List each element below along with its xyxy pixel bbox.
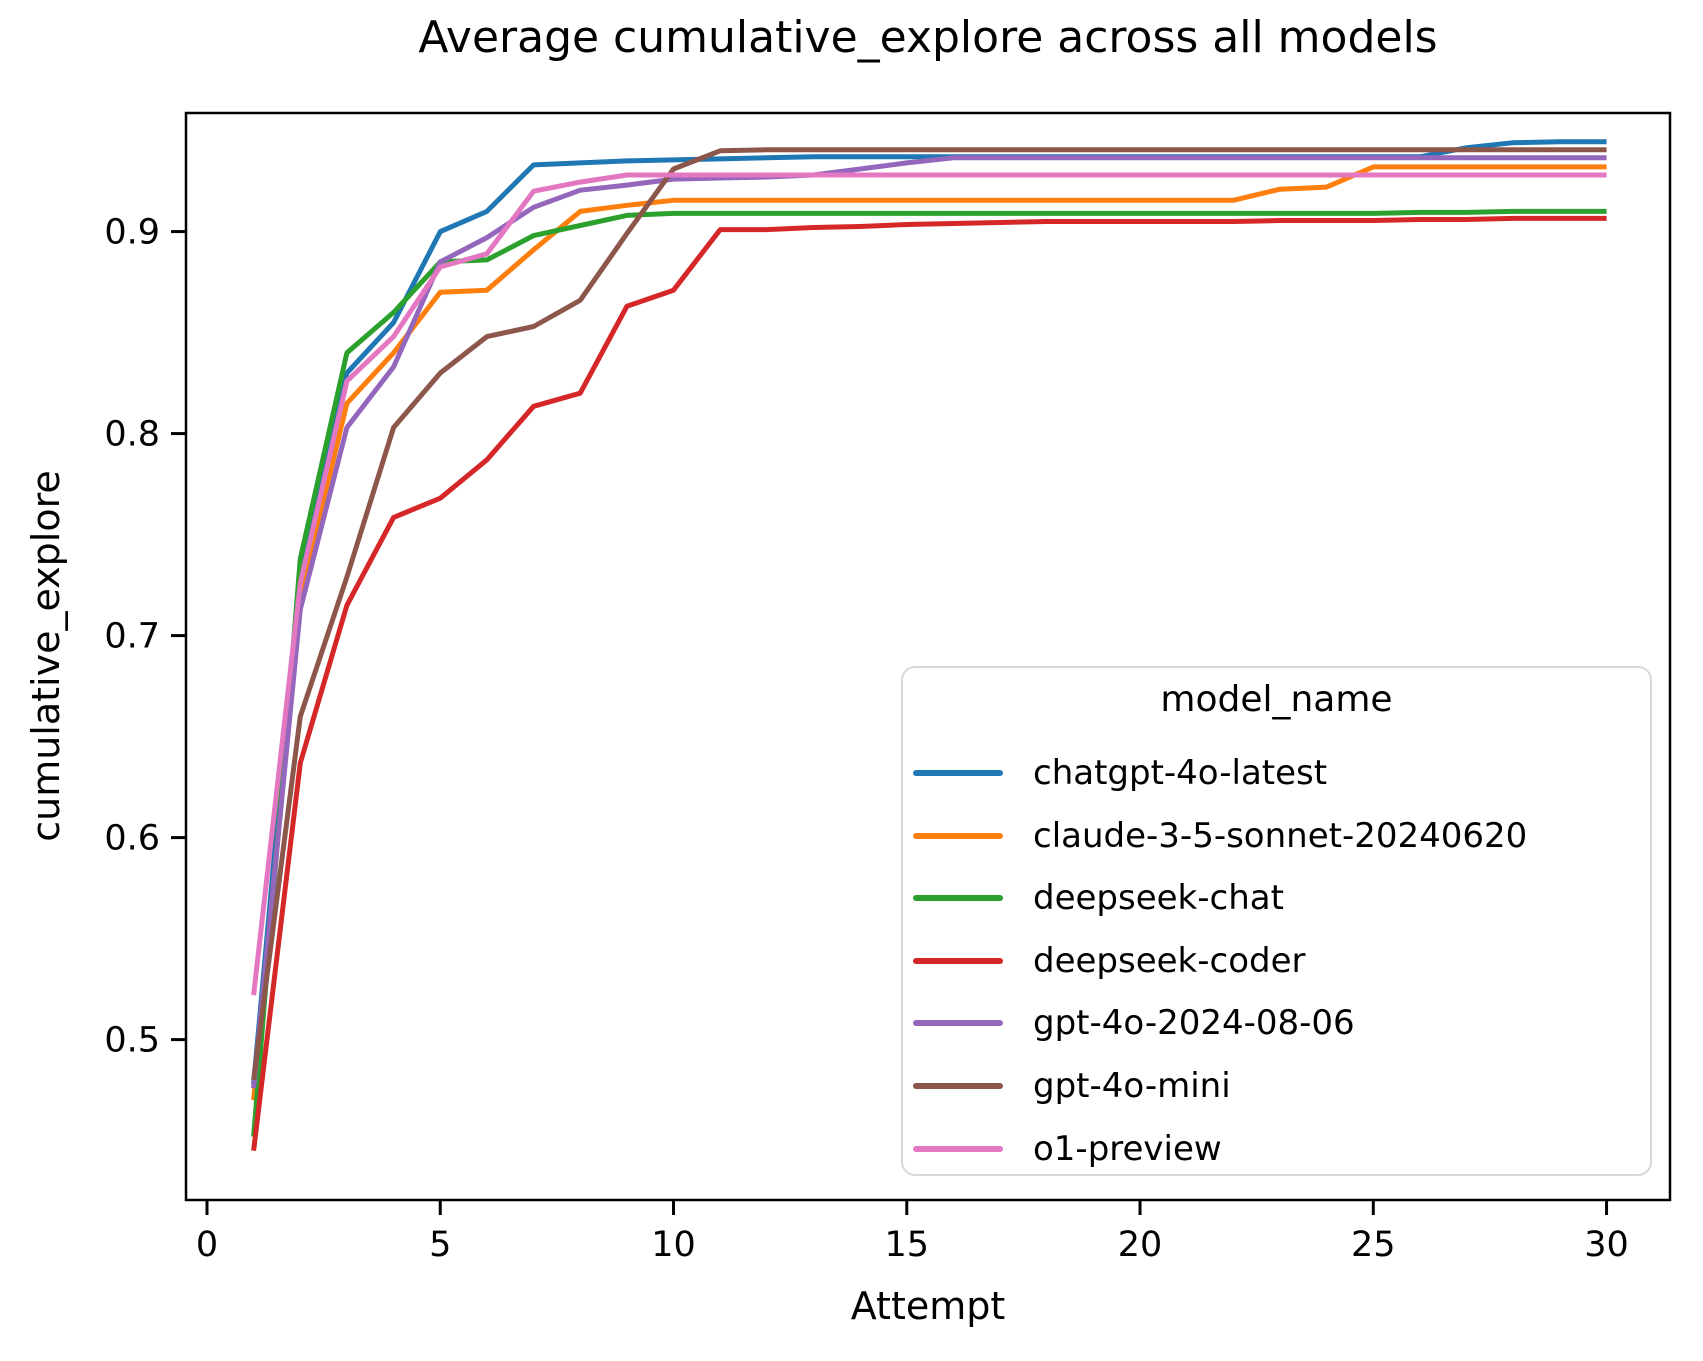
legend-line-swatch-icon [913, 957, 1003, 964]
legend-line-swatch-icon [913, 1145, 1003, 1152]
x-tick-label: 20 [1118, 1225, 1163, 1265]
y-tick-label: 0.6 [104, 819, 160, 859]
x-tick-label: 25 [1351, 1225, 1396, 1265]
legend-line-swatch-icon [913, 832, 1003, 839]
legend-title: model_name [1160, 679, 1393, 720]
y-tick-label: 0.7 [104, 617, 160, 657]
legend-item-label: gpt-4o-mini [1033, 1066, 1231, 1106]
legend-item-label: deepseek-chat [1033, 878, 1284, 919]
legend-line-swatch-icon [913, 770, 1003, 776]
legend-item: o1-preview [903, 1118, 1650, 1180]
legend-line-swatch-icon [913, 1020, 1003, 1027]
series-line-deepseek-coder [251, 215, 1607, 1151]
legend-line-swatch-icon [913, 1083, 1003, 1089]
y-tick-label: 0.8 [104, 415, 160, 455]
series-line-deepseek-chat [251, 208, 1607, 1137]
legend-line-swatch-icon [913, 895, 1003, 902]
legend-item-label: o1-preview [1033, 1128, 1222, 1169]
legend-item-label: gpt-4o-2024-08-06 [1033, 1003, 1355, 1044]
legend-item: claude-3-5-sonnet-20240620 [903, 805, 1650, 867]
legend-item-label: claude-3-5-sonnet-20240620 [1033, 815, 1528, 856]
x-tick-label: 5 [429, 1225, 451, 1265]
y-axis-label: cumulative_explore [24, 470, 68, 842]
x-tick-label: 15 [884, 1225, 929, 1265]
y-tick-label: 0.5 [104, 1021, 160, 1061]
y-tick-label: 0.9 [104, 213, 160, 253]
chart-title: Average cumulative_explore across all mo… [418, 12, 1438, 63]
legend-item-label: deepseek-coder [1033, 940, 1306, 981]
series-line-gpt-4o-mini [251, 147, 1607, 1081]
legend-item: chatgpt-4o-latest [903, 742, 1650, 804]
series-line-o1-preview [251, 172, 1607, 996]
legend: model_name chatgpt-4o-latest claude-3-5-s… [901, 666, 1652, 1176]
legend-item-label: chatgpt-4o-latest [1033, 753, 1328, 793]
legend-item: gpt-4o-2024-08-06 [903, 992, 1650, 1054]
x-axis-label: Attempt [850, 1284, 1006, 1328]
legend-item: gpt-4o-mini [903, 1055, 1650, 1117]
series-line-gpt-4o-2024-08-06 [251, 155, 1607, 1089]
legend-item: deepseek-coder [903, 930, 1650, 992]
legend-item: deepseek-chat [903, 867, 1650, 929]
x-tick-label: 30 [1584, 1225, 1629, 1265]
plot-border [184, 111, 1672, 1202]
x-tick-label: 0 [196, 1225, 218, 1265]
x-tick-label: 10 [651, 1225, 696, 1265]
series-line-claude-3-5-sonnet-20240620 [251, 164, 1607, 1101]
